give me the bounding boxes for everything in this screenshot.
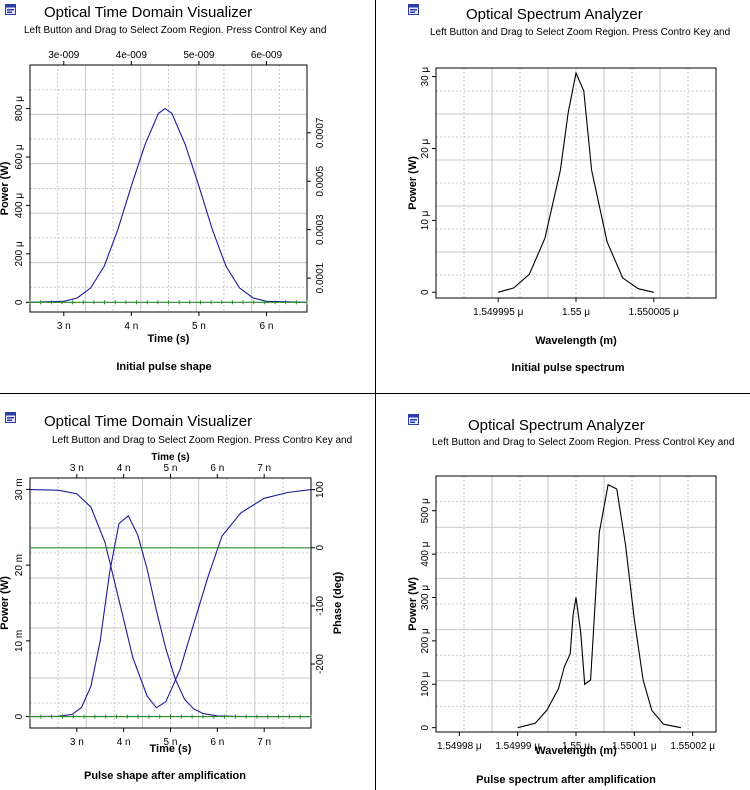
top-tick-label: 3 n: [70, 463, 84, 474]
series-line: [517, 483, 682, 729]
amplified-pulse-shape-chart[interactable]: 3 n 3 n 4 n 4 n 5 n 5 n 6 n 6 n 7 n 7 n Time (s) 0 1…: [0, 448, 375, 766]
x-tick-label: 1.550005 μ: [629, 307, 679, 318]
initial-pulse-shape-chart[interactable]: 3 n 3e-009 4 n 4e-009 5 n 5e-009 6 n 6e-009 0 200…: [0, 40, 375, 370]
top-axis-label: Time (s): [151, 452, 189, 463]
y-axis-label: Power (W): [0, 576, 11, 630]
y-tick-label: 200 μ: [420, 628, 431, 653]
plot-frame: [29, 64, 308, 313]
window-icon[interactable]: [5, 4, 16, 15]
top-tick-label: 4e-009: [116, 50, 148, 61]
y-tick-label: 200 μ: [14, 241, 25, 266]
top-tick-label: 6e-009: [251, 50, 283, 61]
top-tick-label: 5e-009: [183, 50, 215, 61]
right-tick-label: 0.0001: [315, 262, 326, 293]
y-tick-label: 20 m: [14, 554, 25, 576]
zoom-hint: Left Button and Drag to Select Zoom Regi…: [432, 437, 735, 448]
y-tick-label: 0: [14, 299, 25, 305]
amplified-pulse-spectrum-chart[interactable]: 1.54998 μ 1.54999 μ 1.55 μ 1.55001 μ 1.55002…: [376, 464, 750, 784]
y-tick-label: 400 μ: [420, 541, 431, 566]
y-tick-label: 10 μ: [420, 210, 431, 230]
series-phase: [29, 489, 312, 709]
y-tick-label: 30 m: [14, 478, 25, 500]
window-icon[interactable]: [408, 414, 419, 425]
panel-divider-horizontal: [0, 393, 750, 394]
x-tick-label: 1.55 μ: [562, 307, 590, 318]
y-tick-label: 600 μ: [14, 144, 25, 169]
top-tick-label: 6 n: [210, 463, 224, 474]
zoom-hint: Left Button and Drag to Select Zoom Regi…: [24, 25, 327, 36]
y-tick-label: 30 μ: [420, 67, 431, 87]
y-axis-label: Power (W): [407, 156, 419, 210]
y-tick-label: 100 μ: [420, 671, 431, 696]
zoom-hint: Left Button and Drag to Select Zoom Regi…: [52, 435, 353, 446]
x-tick-label: 1.55002 μ: [670, 741, 715, 752]
panel-title: Optical Spectrum Analyzer: [466, 6, 643, 23]
time-visualizer-initial-panel: Optical Time Domain Visualizer Left Butt…: [0, 0, 375, 393]
x-axis-label: Time (s): [148, 333, 190, 345]
x-tick-label: 6 n: [210, 737, 224, 748]
y-tick-label: 10 m: [14, 630, 25, 652]
spectrum-analyzer-amplified-panel: Optical Spectrum Analyzer Left Button an…: [376, 394, 750, 790]
x-tick-label: 3 n: [57, 321, 71, 332]
right-tick-label: 0.0005: [315, 166, 326, 197]
y-tick-label: 0: [14, 713, 25, 719]
y-tick-label: 0: [420, 724, 431, 730]
series-power: [29, 515, 312, 718]
series-line: [29, 107, 308, 303]
time-visualizer-amplified-panel: Optical Time Domain Visualizer Left Butt…: [0, 394, 375, 790]
x-tick-label: 1.549995 μ: [473, 307, 523, 318]
x-tick-label: 5 n: [164, 737, 178, 748]
initial-pulse-spectrum-chart[interactable]: 1.549995 μ 1.55 μ 1.550005 μ 0 10 μ 20 μ 30 μ W…: [376, 50, 750, 360]
y2-tick-label: 0: [315, 545, 326, 551]
x-tick-label: 1.55001 μ: [612, 741, 657, 752]
top-tick-label: 5 n: [164, 463, 178, 474]
top-tick-label: 7 n: [257, 463, 271, 474]
y-axis-label: Power (W): [0, 161, 11, 215]
top-tick-label: 3e-009: [48, 50, 80, 61]
x-tick-label: 7 n: [257, 737, 271, 748]
x-tick-label: 4 n: [117, 737, 131, 748]
chart-caption: Pulse shape after amplification: [84, 770, 246, 782]
x-axis-label: Wavelength (m): [535, 745, 617, 757]
y2-tick-label: -200: [315, 654, 326, 674]
y-tick-label: 20 μ: [420, 138, 431, 158]
window-icon[interactable]: [408, 4, 419, 15]
series-line: [498, 71, 654, 293]
x-tick-label: 1.54999 μ: [495, 741, 540, 752]
x-tick-label: 1.54998 μ: [437, 741, 482, 752]
x-tick-label: 3 n: [70, 737, 84, 748]
x-tick-label: 6 n: [260, 321, 274, 332]
zoom-hint: Left Button and Drag to Select Zoom Regi…: [430, 27, 731, 38]
y-tick-label: 400 μ: [14, 193, 25, 218]
y-tick-label: 0: [420, 289, 431, 295]
panel-title: Optical Time Domain Visualizer: [44, 4, 253, 21]
window-icon[interactable]: [5, 412, 16, 423]
x-axis-label: Wavelength (m): [535, 335, 617, 347]
chart-caption: Initial pulse spectrum: [511, 362, 625, 374]
top-tick-label: 4 n: [117, 463, 131, 474]
panel-title: Optical Spectrum Analyzer: [468, 417, 645, 434]
right-tick-label: 0.0007: [315, 117, 326, 148]
y-tick-label: 800 μ: [14, 96, 25, 121]
y2-tick-label: -100: [315, 595, 326, 615]
y-axis-label: Power (W): [407, 577, 419, 631]
chart-caption: Initial pulse shape: [116, 361, 212, 373]
x-axis-label: Time (s): [150, 743, 192, 755]
y-tick-label: 500 μ: [420, 498, 431, 523]
x-tick-label: 1.55 μ: [562, 741, 590, 752]
spectrum-analyzer-initial-panel: Optical Spectrum Analyzer Left Button an…: [376, 0, 750, 393]
y2-tick-label: 100: [315, 481, 326, 498]
chart-caption: Pulse spectrum after amplification: [476, 774, 656, 786]
y-tick-label: 300 μ: [420, 585, 431, 610]
panel-divider-vertical: [375, 0, 376, 790]
x-tick-label: 4 n: [124, 321, 138, 332]
x-tick-label: 5 n: [192, 321, 206, 332]
y2-axis-label: Phase (deg): [332, 571, 344, 634]
panel-title: Optical Time Domain Visualizer: [44, 413, 253, 430]
right-tick-label: 0.0003: [315, 214, 326, 245]
